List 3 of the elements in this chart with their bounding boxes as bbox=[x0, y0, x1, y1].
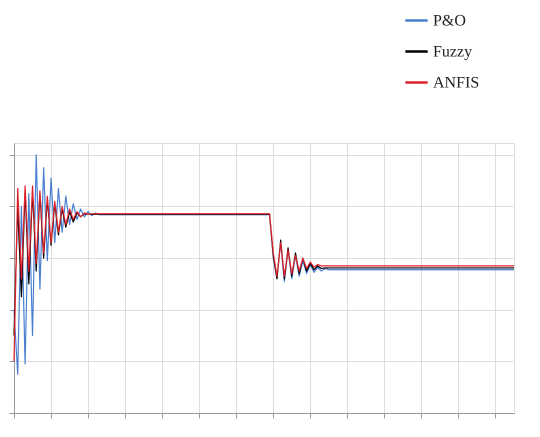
legend-label: P&O bbox=[433, 12, 466, 30]
legend-label: ANFIS bbox=[433, 74, 480, 92]
legend-label: Fuzzy bbox=[433, 44, 472, 60]
